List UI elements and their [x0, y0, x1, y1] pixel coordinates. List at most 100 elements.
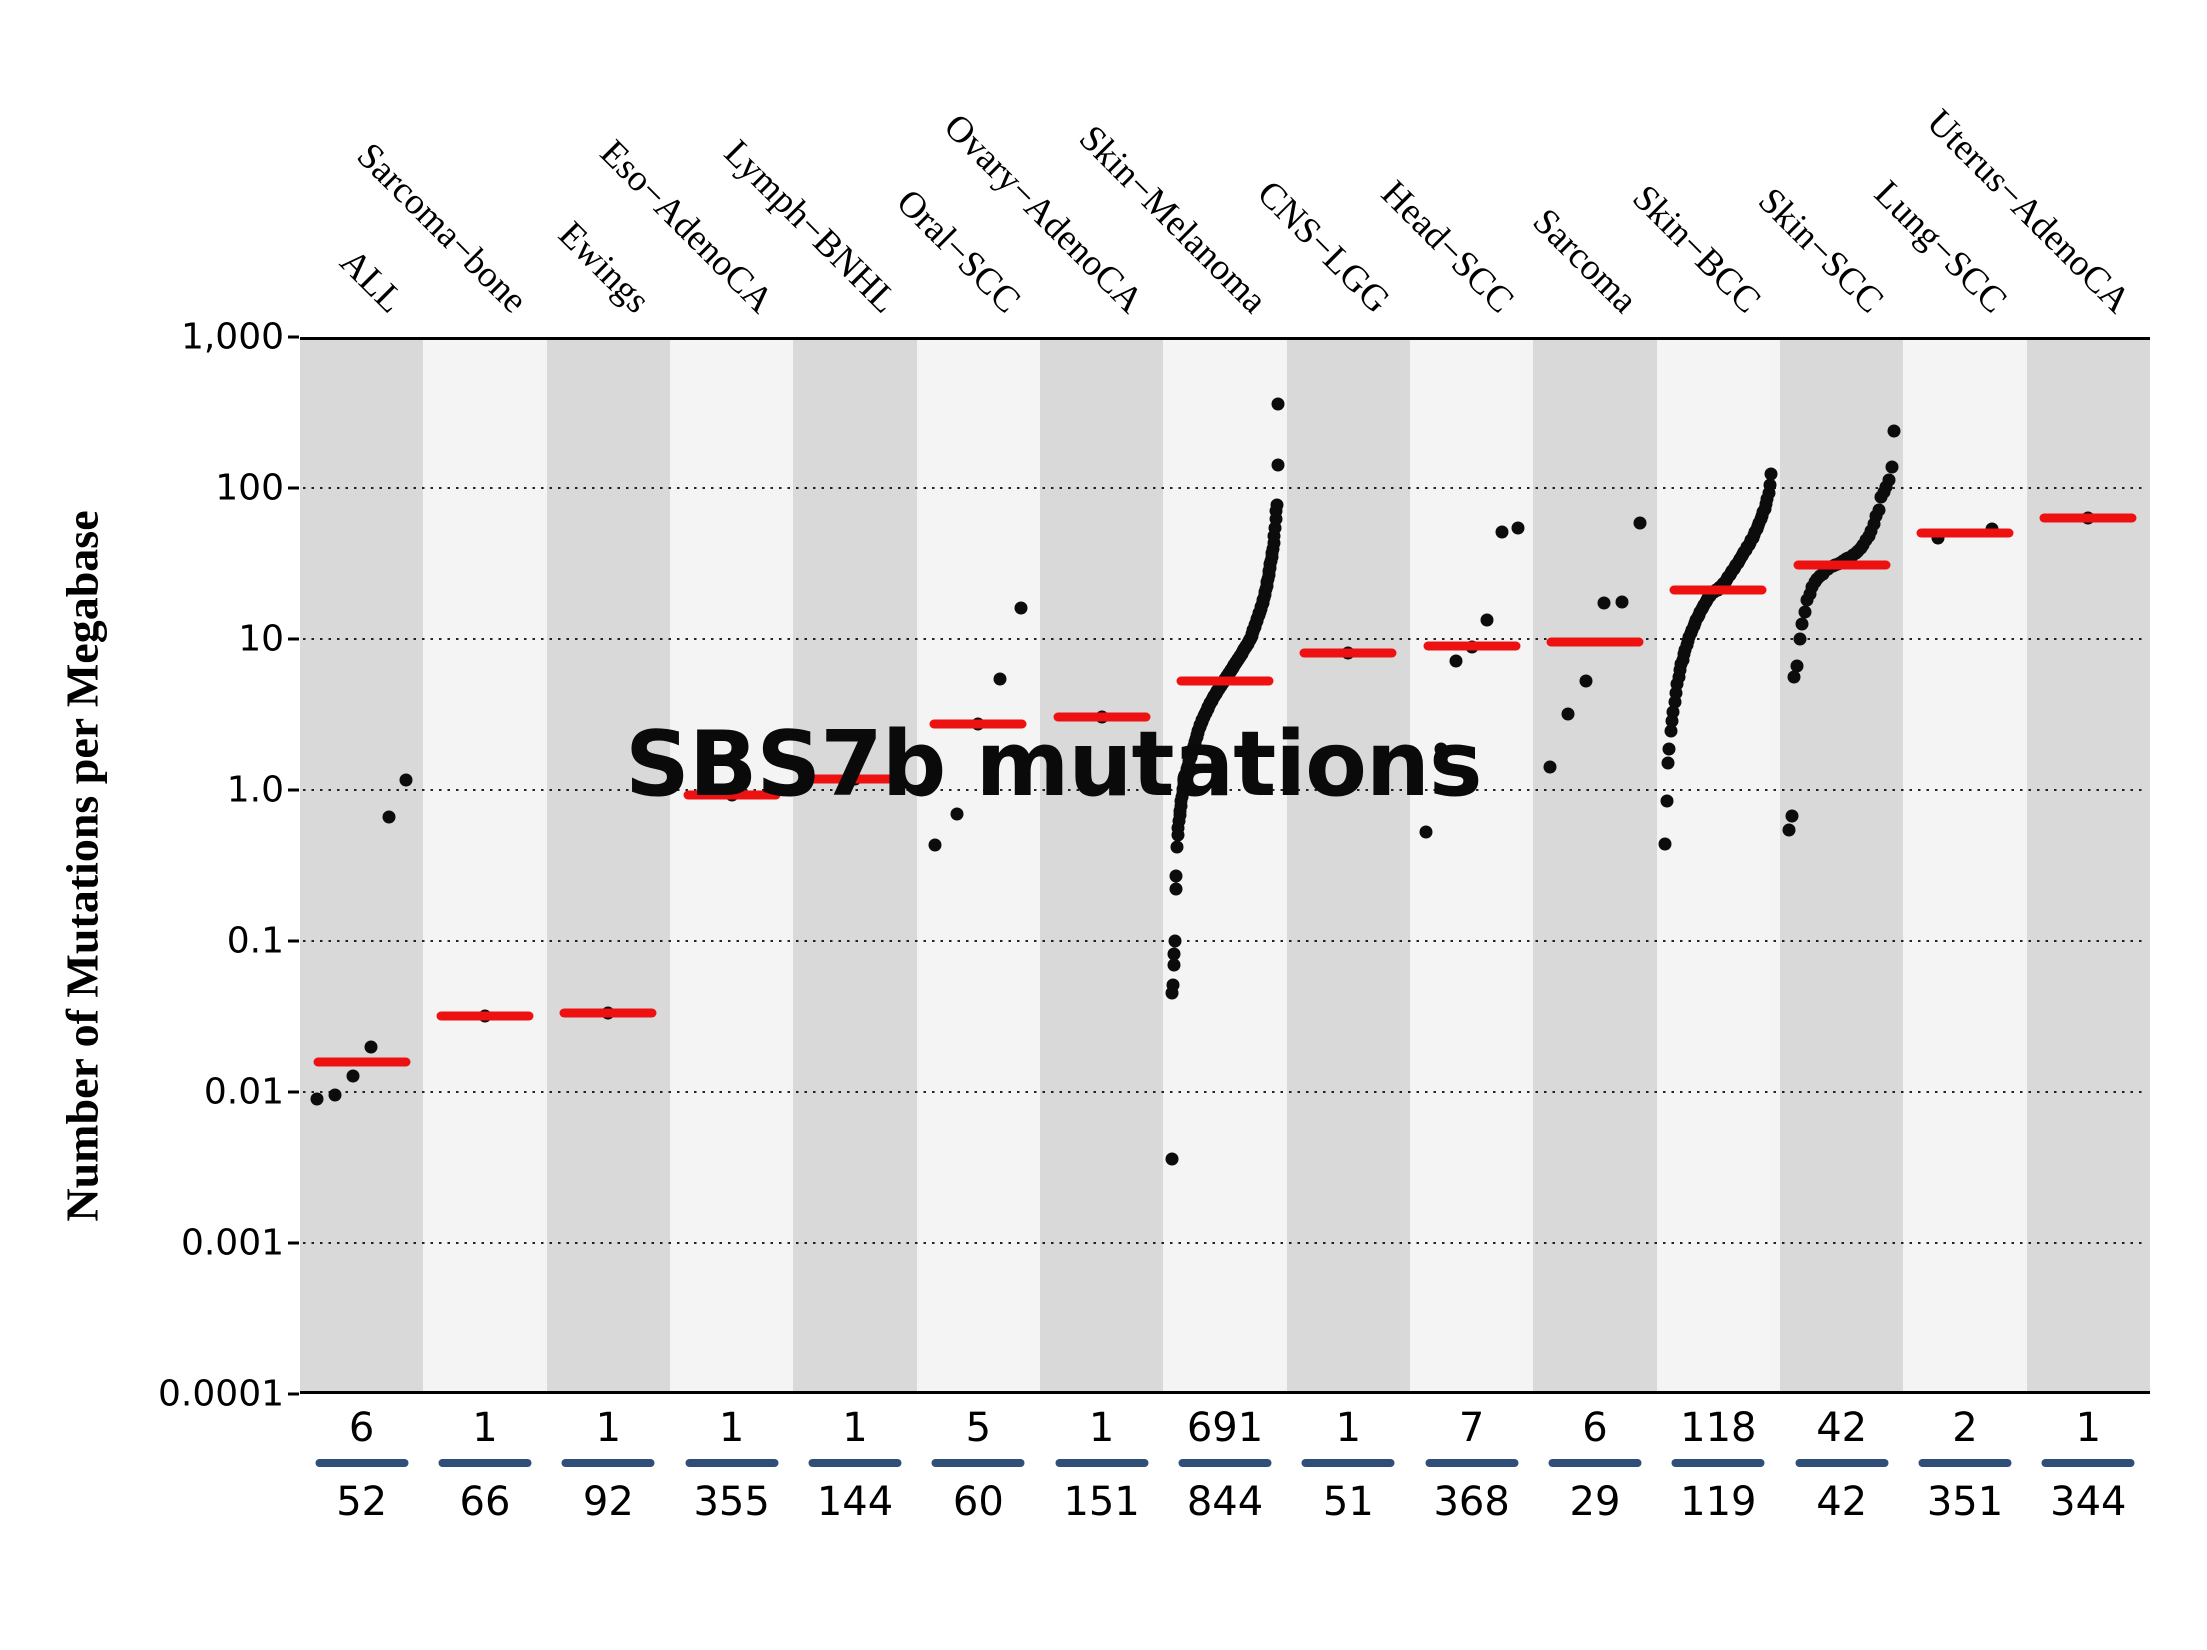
y-tick-mark — [288, 486, 299, 490]
fraction-bar — [1918, 1459, 2012, 1467]
sample-dot — [1872, 503, 1886, 517]
y-tick-label: 0.01 — [203, 1071, 284, 1113]
samples-with-signature-count: 1 — [595, 1405, 622, 1451]
sample-dot — [1597, 596, 1611, 610]
sample-dot — [1271, 458, 1285, 472]
sample-dot — [1882, 473, 1896, 487]
y-tick-mark — [288, 335, 299, 339]
sample-dot — [364, 1040, 378, 1054]
sample-dot — [928, 838, 942, 852]
samples-total-count: 368 — [1433, 1479, 1510, 1525]
median-line — [806, 774, 904, 784]
sample-dot — [1790, 659, 1804, 673]
plot-area: SBS7b mutations — [300, 337, 2150, 1394]
fraction-bar — [1178, 1459, 1272, 1467]
y-tick-mark — [288, 637, 299, 641]
samples-total-count: 844 — [1186, 1479, 1264, 1525]
fraction-bar — [1795, 1459, 1889, 1467]
fraction-bar — [315, 1459, 409, 1467]
sample-dot — [1166, 978, 1180, 992]
sample-dot — [1579, 674, 1593, 688]
category-band — [2026, 340, 2150, 1391]
median-line — [559, 1008, 657, 1018]
samples-with-signature-count: 2 — [1952, 1405, 1978, 1451]
category-label-anchor: Uterus−AdenoCA — [1839, 102, 2138, 322]
sample-dot — [1664, 724, 1678, 738]
sample-dot — [1270, 498, 1284, 512]
gridline — [303, 789, 2147, 791]
sample-dot — [1434, 742, 1448, 756]
sample-dot — [1764, 467, 1778, 481]
category-band — [916, 340, 1040, 1391]
y-tick-label: 10 — [238, 618, 284, 660]
sample-dot — [1271, 397, 1285, 411]
samples-with-signature-count: 1 — [718, 1405, 745, 1451]
median-line — [929, 719, 1027, 729]
y-tick-mark — [288, 1241, 299, 1245]
sample-dot — [1661, 756, 1675, 770]
y-tick-label: 100 — [215, 467, 284, 509]
sample-dot — [1763, 478, 1777, 492]
samples-total-count: 42 — [1816, 1479, 1868, 1525]
category-band — [793, 340, 917, 1391]
median-line — [683, 790, 781, 800]
gridline — [303, 487, 2147, 489]
y-tick-label: 0.001 — [180, 1222, 284, 1264]
fraction-bar — [931, 1459, 1025, 1467]
y-tick-label: 1,000 — [180, 316, 284, 358]
category-band — [670, 340, 794, 1391]
sample-dot — [1615, 595, 1629, 609]
samples-with-signature-count: 42 — [1816, 1405, 1868, 1451]
median-line — [1176, 676, 1274, 686]
median-line — [1669, 585, 1767, 595]
samples-with-signature-count: 5 — [965, 1405, 992, 1451]
category-label: Sarcoma−bone — [348, 135, 535, 322]
sample-dot — [1782, 823, 1796, 837]
sample-dot — [1885, 460, 1898, 474]
sample-dot — [1014, 601, 1028, 615]
y-tick-mark — [288, 1392, 299, 1396]
samples-total-count: 52 — [336, 1479, 388, 1525]
samples-total-count: 51 — [1322, 1479, 1374, 1525]
samples-total-count: 151 — [1063, 1479, 1140, 1525]
sample-dot — [1668, 695, 1682, 709]
sample-dot — [1168, 934, 1182, 948]
y-tick-label: 1.0 — [226, 769, 284, 811]
samples-total-count: 355 — [693, 1479, 770, 1525]
sample-dot — [1887, 424, 1901, 438]
fraction-bar — [1055, 1459, 1149, 1467]
samples-with-signature-count: 7 — [1458, 1405, 1485, 1451]
sample-dot — [1658, 837, 1672, 851]
chart-title: SBS7b mutations — [625, 712, 1483, 817]
fraction-bar — [685, 1459, 779, 1467]
samples-with-signature-count: 1 — [472, 1405, 498, 1451]
fraction-bar — [808, 1459, 902, 1467]
samples-total-count: 344 — [2050, 1479, 2127, 1525]
sample-dot — [1662, 742, 1676, 756]
samples-with-signature-count: 1 — [1088, 1405, 1115, 1451]
samples-with-signature-count: 6 — [348, 1405, 375, 1451]
sample-dot — [328, 1088, 342, 1102]
sample-dot — [1561, 707, 1575, 721]
sample-dot — [1633, 516, 1647, 530]
samples-total-count: 66 — [459, 1479, 511, 1525]
sample-dot — [1795, 617, 1809, 631]
y-tick-label: 0.1 — [226, 920, 284, 962]
sample-dot — [950, 807, 964, 821]
samples-with-signature-count: 1 — [842, 1405, 868, 1451]
gridline — [303, 638, 2147, 640]
samples-total-count: 60 — [952, 1479, 1004, 1525]
fraction-bar — [2041, 1459, 2135, 1467]
sample-dot — [1787, 670, 1801, 684]
category-band — [423, 340, 547, 1391]
median-line — [313, 1057, 411, 1067]
sample-dot — [310, 1092, 324, 1106]
median-line — [1423, 641, 1521, 651]
fraction-bar — [1671, 1459, 1765, 1467]
median-line — [1793, 560, 1891, 570]
samples-with-signature-count: 1 — [2075, 1405, 2102, 1451]
y-tick-mark — [288, 939, 299, 943]
y-axis-title: Number of Mutations per Megabase — [56, 510, 108, 1222]
y-tick-label: 0.0001 — [158, 1373, 284, 1415]
samples-total-count: 119 — [1680, 1479, 1757, 1525]
